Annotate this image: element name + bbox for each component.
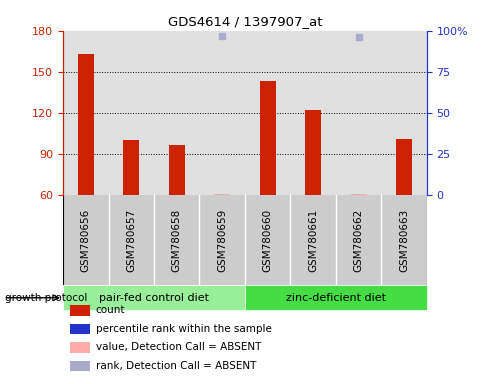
Bar xyxy=(259,81,275,195)
FancyBboxPatch shape xyxy=(63,285,244,311)
Text: GSM780661: GSM780661 xyxy=(307,209,318,272)
Text: GSM780659: GSM780659 xyxy=(217,209,227,272)
Title: GDS4614 / 1397907_at: GDS4614 / 1397907_at xyxy=(167,15,321,28)
FancyBboxPatch shape xyxy=(244,285,426,311)
Text: GSM780656: GSM780656 xyxy=(81,209,91,272)
Text: GSM780657: GSM780657 xyxy=(126,209,136,272)
Text: GSM780662: GSM780662 xyxy=(353,209,363,272)
Text: count: count xyxy=(95,306,125,316)
Bar xyxy=(214,194,230,195)
Bar xyxy=(168,144,184,195)
Bar xyxy=(70,305,90,316)
Text: GSM780663: GSM780663 xyxy=(398,209,408,272)
Bar xyxy=(70,342,90,353)
Text: value, Detection Call = ABSENT: value, Detection Call = ABSENT xyxy=(95,343,260,353)
Bar xyxy=(70,324,90,334)
Text: percentile rank within the sample: percentile rank within the sample xyxy=(95,324,271,334)
Bar xyxy=(395,139,411,195)
Bar xyxy=(70,361,90,371)
Bar xyxy=(77,54,93,195)
Text: growth protocol: growth protocol xyxy=(5,293,87,303)
Bar xyxy=(304,110,320,195)
Bar xyxy=(123,141,139,195)
Text: zinc-deficient diet: zinc-deficient diet xyxy=(285,293,385,303)
Text: pair-fed control diet: pair-fed control diet xyxy=(99,293,209,303)
Text: rank, Detection Call = ABSENT: rank, Detection Call = ABSENT xyxy=(95,361,256,371)
Text: GSM780660: GSM780660 xyxy=(262,209,272,272)
Bar xyxy=(350,194,366,195)
Text: GSM780658: GSM780658 xyxy=(171,209,182,272)
